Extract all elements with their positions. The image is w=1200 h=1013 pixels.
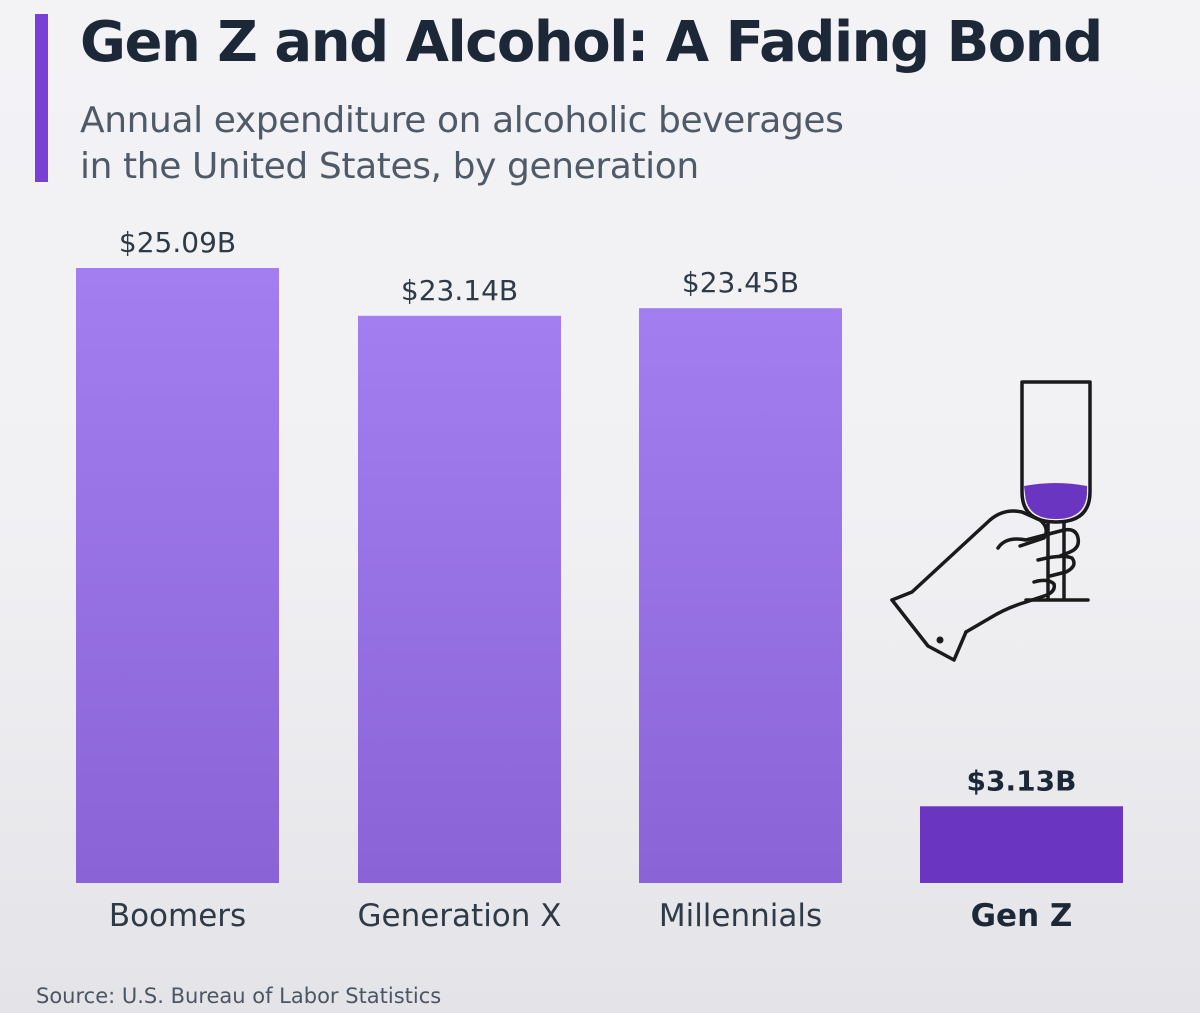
title-accent-bar (35, 14, 48, 182)
bar-generation-x (358, 315, 561, 883)
wine-glass-hand-icon (890, 380, 1092, 662)
source-note: Source: U.S. Bureau of Labor Statistics (36, 984, 442, 1008)
data-label: $3.13B (967, 764, 1077, 797)
chart-subtitle: Annual expenditure on alcoholic beverage… (80, 98, 844, 190)
category-label: Generation X (357, 898, 561, 934)
category-label: Boomers (109, 898, 246, 934)
bar-millennials (639, 308, 842, 883)
category-label: Millennials (659, 898, 822, 934)
data-label: $25.09B (119, 226, 236, 259)
category-label: Gen Z (971, 898, 1073, 934)
subtitle-line-2: in the United States, by generation (80, 146, 699, 187)
chart-title: Gen Z and Alcohol: A Fading Bond (80, 10, 1103, 75)
bar-gen-z (920, 806, 1123, 883)
subtitle-line-1: Annual expenditure on alcoholic beverage… (80, 100, 844, 141)
bars-group: $25.09B Boomers $23.14B Generation X $23.45B… (76, 226, 1123, 934)
data-label: $23.45B (682, 266, 799, 299)
bar-boomers (76, 268, 279, 883)
data-label: $23.14B (401, 274, 518, 307)
